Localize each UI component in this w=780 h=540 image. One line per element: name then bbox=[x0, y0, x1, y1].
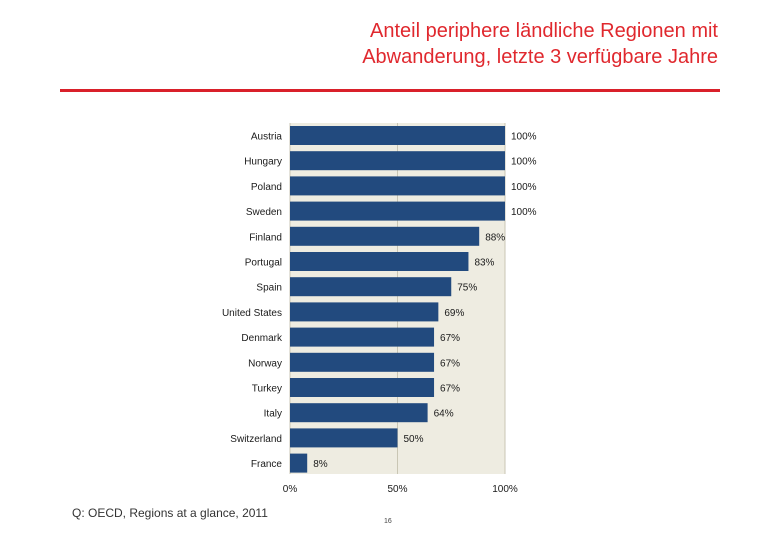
category-label-6: Spain bbox=[256, 283, 282, 294]
value-label-8: 67% bbox=[440, 333, 460, 344]
value-label-12: 50% bbox=[404, 434, 424, 445]
value-labels: 100% 100% 100% 100% 88% 83% 75% 69% 67% 67% 67% 64%… bbox=[313, 132, 536, 471]
category-label-7: United States bbox=[222, 308, 282, 319]
bar-3 bbox=[290, 201, 505, 221]
value-label-7: 69% bbox=[444, 308, 464, 319]
category-label-1: Hungary bbox=[244, 157, 282, 168]
bar-12 bbox=[290, 428, 398, 448]
category-label-10: Turkey bbox=[252, 384, 282, 395]
x-tick-label-2: 100% bbox=[492, 484, 518, 495]
bar-0 bbox=[290, 126, 505, 145]
category-label-3: Sweden bbox=[246, 207, 282, 218]
value-label-3: 100% bbox=[511, 207, 537, 218]
value-label-4: 88% bbox=[485, 232, 505, 243]
category-label-4: Finland bbox=[249, 232, 282, 243]
category-label-5: Portugal bbox=[245, 258, 282, 269]
bar-6 bbox=[290, 277, 452, 297]
bar-8 bbox=[290, 327, 435, 347]
value-label-1: 100% bbox=[511, 157, 537, 168]
category-label-11: Italy bbox=[264, 409, 282, 420]
bar-5 bbox=[290, 252, 469, 271]
page-number: 16 bbox=[384, 518, 392, 525]
bar-2 bbox=[290, 176, 505, 196]
value-label-5: 83% bbox=[474, 258, 494, 269]
value-label-0: 100% bbox=[511, 132, 537, 143]
value-label-13: 8% bbox=[313, 459, 328, 470]
value-label-10: 67% bbox=[440, 384, 460, 395]
category-label-9: Norway bbox=[248, 358, 282, 369]
slide-title: Anteil periphere ländliche Regionen mit … bbox=[158, 18, 718, 70]
category-label-8: Denmark bbox=[241, 333, 283, 344]
slide-title-line-1: Anteil periphere ländliche Regionen mit bbox=[370, 20, 718, 42]
bar-13 bbox=[290, 453, 308, 473]
value-label-11: 64% bbox=[434, 409, 454, 420]
source-note: Q: OECD, Regions at a glance, 2011 bbox=[72, 506, 268, 520]
category-label-2: Poland bbox=[251, 182, 282, 193]
bar-7 bbox=[290, 302, 439, 322]
bar-10 bbox=[290, 378, 435, 397]
bar-9 bbox=[290, 352, 435, 372]
value-label-9: 67% bbox=[440, 358, 460, 369]
x-tick-label-1: 50% bbox=[387, 484, 407, 495]
x-axis-tick-labels: 0% 50% 100% bbox=[283, 484, 518, 495]
value-label-6: 75% bbox=[457, 283, 477, 294]
x-tick-label-0: 0% bbox=[283, 484, 298, 495]
bar-4 bbox=[290, 226, 480, 246]
category-label-0: Austria bbox=[251, 132, 283, 143]
category-label-12: Switzerland bbox=[230, 434, 282, 445]
category-label-13: France bbox=[251, 459, 283, 470]
category-labels: Austria Hungary Poland Sweden Finland Portuga… bbox=[222, 132, 283, 471]
value-label-2: 100% bbox=[511, 182, 537, 193]
slide-title-line-2: Abwanderung, letzte 3 verfügbare Jahre bbox=[362, 46, 718, 68]
bar-1 bbox=[290, 151, 505, 171]
bars bbox=[290, 126, 505, 473]
bar-11 bbox=[290, 403, 428, 423]
title-underline bbox=[60, 89, 720, 92]
